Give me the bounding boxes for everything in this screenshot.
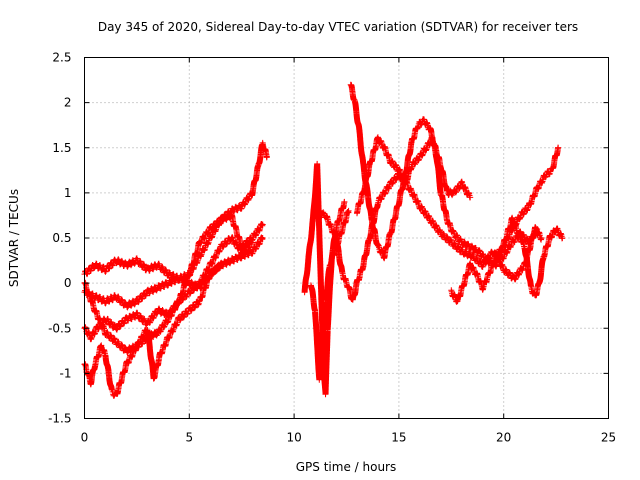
series-sat-l-markers	[496, 214, 566, 299]
x-tick-label: 20	[496, 431, 511, 445]
y-tick-label: -1	[60, 366, 72, 380]
y-tick-label: 0.5	[52, 231, 71, 245]
x-tick-label: 25	[601, 431, 616, 445]
y-tick-label: 2.5	[52, 51, 71, 65]
x-tick-label: 5	[185, 431, 193, 445]
x-tick-label: 10	[286, 431, 301, 445]
y-tick-label: 2	[64, 96, 72, 110]
y-tick-label: 1.5	[52, 141, 71, 155]
x-axis-label: GPS time / hours	[296, 460, 397, 474]
x-tick-labels: 0 5 10 15 20 25	[81, 431, 616, 445]
x-tick-label: 15	[391, 431, 406, 445]
chart-title: Day 345 of 2020, Sidereal Day-to-day VTE…	[98, 20, 578, 34]
y-tick-label: 0	[64, 276, 72, 290]
y-tick-labels: -1.5 -1 -0.5 0 0.5 1 1.5 2 2.5	[48, 51, 71, 426]
y-tick-label: -1.5	[48, 412, 71, 426]
y-axis-label: SDTVAR / TECUs	[7, 189, 21, 287]
series-sat-g-markers	[307, 207, 352, 383]
grid	[84, 57, 609, 419]
y-tick-label: -0.5	[48, 321, 71, 335]
y-tick-label: 1	[64, 186, 72, 200]
axis-ticks	[84, 57, 609, 419]
x-tick-label: 0	[81, 431, 89, 445]
